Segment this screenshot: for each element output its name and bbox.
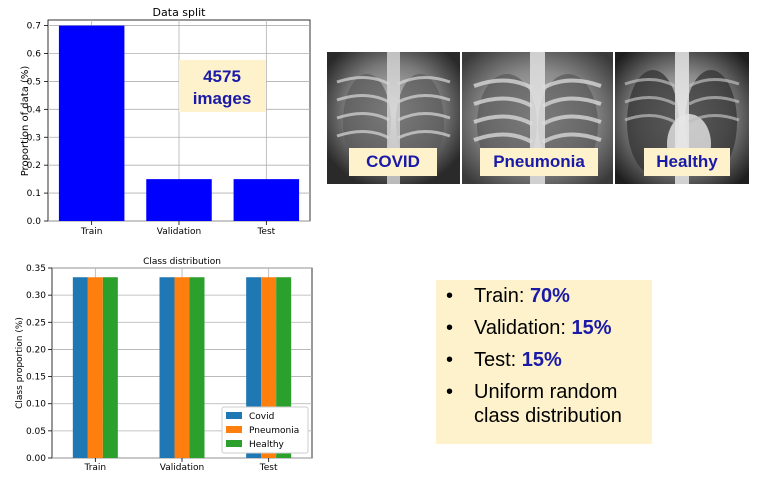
y-tick-label: 0.25	[26, 318, 46, 328]
validation-value: 15%	[571, 317, 612, 339]
y-tick-label: 0.1	[27, 189, 41, 199]
bar-pneumonia-validation	[174, 277, 190, 458]
y-tick-label: 0.30	[26, 291, 46, 301]
x-tick-label: Train	[80, 227, 103, 237]
uniform-line1: Uniform random	[474, 381, 618, 403]
test-label: Test:	[474, 349, 522, 371]
y-tick-label: 0.7	[27, 22, 41, 32]
validation-label: Validation:	[474, 317, 572, 339]
bar-healthy-validation	[189, 277, 205, 458]
bar-covid-train	[72, 277, 88, 458]
data-split-chart: 0.0 0.1 0.2 0.3 0.4 0.5 0.6 0.7 Train Validation…	[20, 6, 311, 237]
x-tick-label: Validation	[160, 463, 204, 473]
summary-validation: • Validation: 15%	[446, 316, 652, 340]
y-tick-label: 0.15	[26, 373, 46, 383]
y-tick-label: 0.4	[27, 105, 42, 115]
bar-covid-validation	[159, 277, 175, 458]
bar-train	[58, 25, 125, 222]
legend-label-pneumonia: Pneumonia	[249, 426, 299, 436]
y-tick-label: 0.10	[26, 400, 46, 410]
y-tick-label: 0.05	[26, 427, 46, 437]
bars	[58, 25, 300, 222]
summary-uniform: • Uniform random class distribution	[446, 380, 652, 428]
chart-title: Class distribution	[143, 257, 221, 267]
x-tick-labels: Train Validation Test	[84, 458, 278, 473]
label-covid: COVID	[349, 148, 437, 176]
y-tick-label: 0.20	[26, 345, 46, 355]
annotation-box	[179, 60, 266, 112]
train-value: 70%	[529, 285, 570, 307]
y-tick-label: 0.35	[26, 264, 46, 274]
x-tick-label: Test	[256, 227, 275, 237]
y-tick-labels: 0.0 0.1 0.2 0.3 0.4 0.5 0.6 0.7	[27, 22, 48, 227]
y-tick-label: 0.6	[27, 50, 42, 60]
y-axis-label: Class proportion (%)	[15, 317, 25, 409]
label-healthy: Healthy	[644, 148, 730, 176]
chart-title: Data split	[153, 6, 207, 19]
bullet-icon: •	[446, 285, 454, 307]
y-tick-label: 0.5	[27, 77, 41, 87]
y-tick-label: 0.0	[27, 217, 42, 227]
y-axis-label: Proportion of data (%)	[20, 66, 31, 177]
summary-train: • Train: 70%	[446, 284, 652, 308]
summary-test: • Test: 15%	[446, 348, 652, 372]
summary-box: • Train: 70% • Validation: 15% • Test: 15% …	[436, 280, 652, 444]
y-tick-label: 0.2	[27, 161, 41, 171]
legend: Covid Pneumonia Healthy	[221, 406, 309, 454]
bar-test	[233, 179, 300, 221]
bullet-icon: •	[446, 317, 454, 339]
class-distribution-chart: 0.00 0.05 0.10 0.15 0.20 0.25 0.30 0.35 Train Va…	[15, 257, 313, 473]
bullet-icon: •	[446, 381, 454, 403]
legend-swatch-pneumonia	[226, 426, 242, 433]
bar-validation	[146, 179, 212, 221]
x-tick-label: Test	[259, 463, 278, 473]
legend-swatch-covid	[226, 412, 242, 419]
y-tick-labels: 0.00 0.05 0.10 0.15 0.20 0.25 0.30 0.35	[26, 264, 52, 464]
summary-list: • Train: 70% • Validation: 15% • Test: 15% …	[446, 284, 652, 428]
uniform-line2: class distribution	[474, 405, 622, 427]
test-value: 15%	[521, 349, 562, 371]
train-label: Train:	[474, 285, 530, 307]
x-tick-labels: Train Validation Test	[80, 221, 276, 237]
annotation-count: 4575	[203, 67, 241, 86]
legend-label-covid: Covid	[249, 412, 274, 422]
annotation-unit: images	[193, 89, 252, 108]
legend-swatch-healthy	[226, 440, 242, 447]
y-tick-label: 0.00	[26, 454, 46, 464]
x-tick-label: Train	[84, 463, 107, 473]
bar-healthy-train	[102, 277, 118, 458]
bullet-icon: •	[446, 349, 454, 371]
bar-pneumonia-train	[87, 277, 103, 458]
label-pneumonia: Pneumonia	[480, 148, 598, 176]
x-tick-label: Validation	[157, 227, 201, 237]
y-tick-label: 0.3	[27, 133, 41, 143]
legend-label-healthy: Healthy	[249, 440, 285, 450]
legend-frame	[221, 406, 309, 454]
